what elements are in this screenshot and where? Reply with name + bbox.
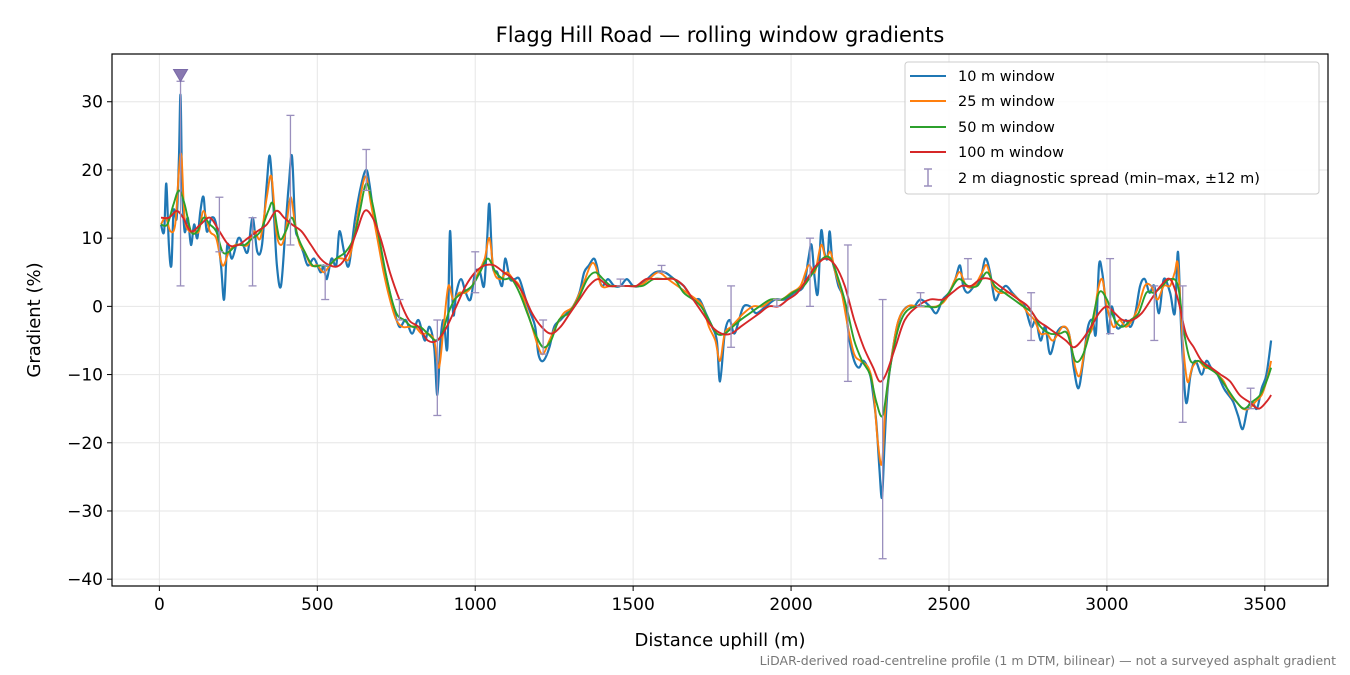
x-tick-label: 0 [154, 595, 165, 615]
x-tick-label: 500 [301, 595, 333, 615]
legend: 10 m window 25 m window 50 m window 100 … [904, 61, 1320, 195]
chart-title: Flagg Hill Road — rolling window gradien… [496, 23, 945, 47]
plot-area-frame [111, 53, 1329, 587]
legend-box [904, 61, 1320, 195]
max-marker-triangle [172, 68, 189, 83]
series-line-25-m-window [160, 152, 1273, 466]
x-tick-label: 2000 [769, 595, 812, 615]
series-layer [159, 93, 1273, 500]
y-tick-label: −10 [67, 366, 103, 386]
x-axis-ticks: 0 500 1000 1500 2000 2500 3000 3500 [154, 586, 1286, 615]
y-tick-label: 30 [81, 93, 103, 113]
x-tick-label: 1500 [612, 595, 655, 615]
x-axis-label: Distance uphill (m) [635, 630, 806, 651]
footnote: LiDAR-derived road-centreline profile (1… [760, 653, 1336, 668]
legend-swatch-diagnostic [924, 168, 932, 187]
y-tick-label: 0 [92, 297, 103, 317]
x-tick-label: 3000 [1085, 595, 1128, 615]
y-tick-label: −30 [67, 502, 103, 522]
x-tick-label: 3500 [1243, 595, 1286, 615]
y-tick-label: −40 [67, 570, 103, 590]
legend-label-diagnostic: 2 m diagnostic spread (min–max, ±12 m) [958, 171, 1260, 187]
y-axis-label: Gradient (%) [24, 262, 45, 377]
diagnostic-layer [172, 68, 1255, 560]
x-tick-label: 2500 [927, 595, 970, 615]
series-line-100-m-window [160, 209, 1272, 410]
x-tick-label: 1000 [454, 595, 497, 615]
y-tick-label: 10 [81, 229, 103, 249]
legend-label-50m: 50 m window [958, 120, 1055, 136]
y-axis-ticks: −40 −30 −20 −10 0 10 20 30 [67, 93, 112, 590]
legend-label-25m: 25 m window [958, 94, 1055, 110]
legend-label-100m: 100 m window [958, 145, 1064, 161]
legend-label-10m: 10 m window [958, 69, 1055, 85]
y-tick-label: −20 [67, 434, 103, 454]
y-tick-label: 20 [81, 161, 103, 181]
